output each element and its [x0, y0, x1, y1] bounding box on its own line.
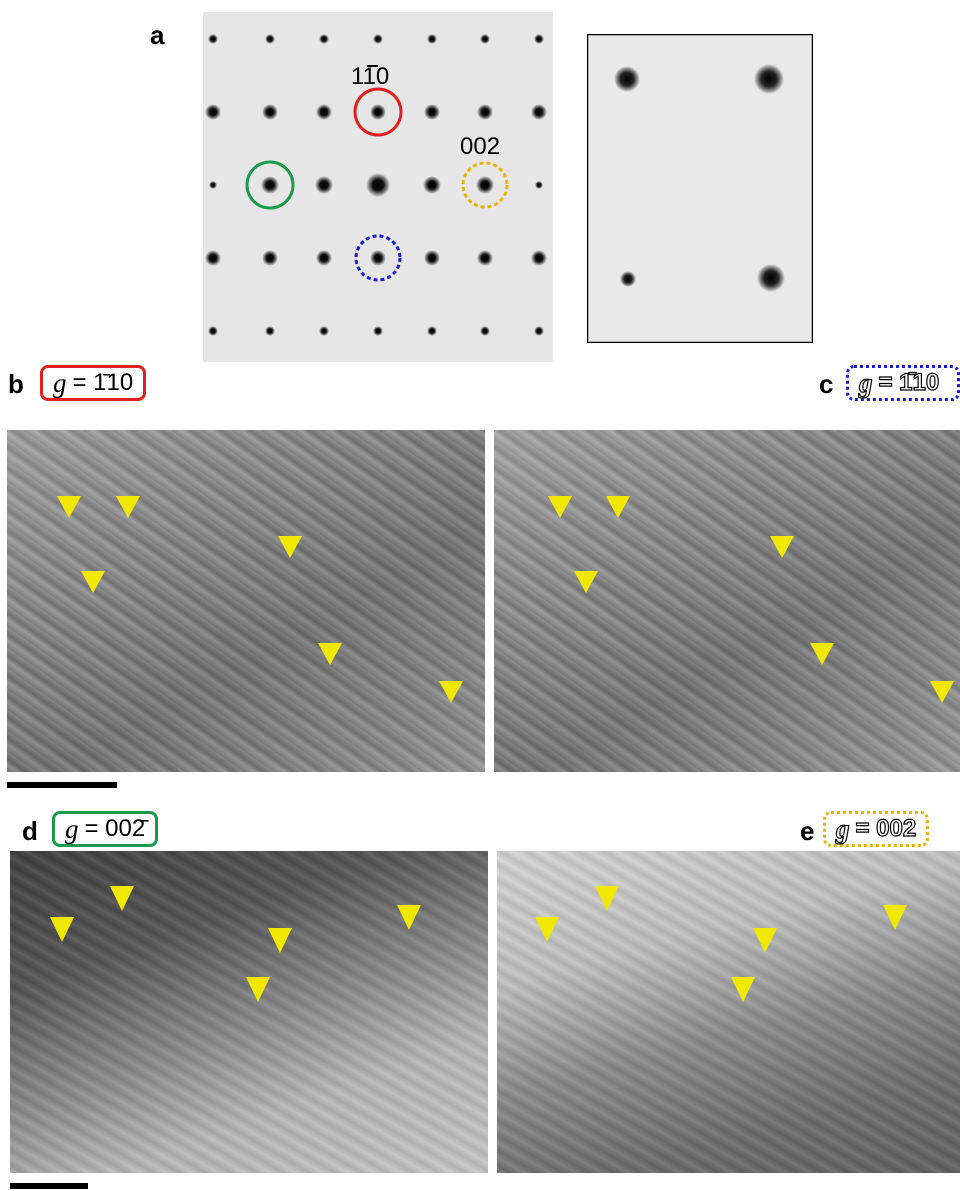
arrow-marker: [548, 496, 572, 518]
diffraction-spot: [262, 250, 278, 266]
arrow-marker: [535, 917, 559, 942]
panel-letter-a: a: [150, 22, 164, 48]
arrow-marker: [930, 681, 954, 703]
g-label-b: g = 1̄10: [40, 365, 146, 401]
panel-letter-c: c: [819, 371, 833, 397]
diffraction-spot: [319, 326, 329, 336]
diffraction-spot: [370, 250, 386, 266]
g-value: = 1̄10: [879, 369, 940, 397]
panel-letter-e: e: [800, 818, 814, 844]
panel-letter-d: d: [22, 818, 38, 844]
diffraction-spot: [373, 34, 383, 44]
g-label-d: g = 002̄: [52, 811, 158, 847]
tem-image-d: [10, 851, 488, 1173]
arrow-marker: [753, 928, 777, 953]
diffraction-spot: [535, 181, 543, 189]
tem-image-b: [7, 430, 485, 772]
diffraction-spot: [205, 250, 221, 266]
diffraction-spot: [209, 181, 217, 189]
diffraction-spot: [427, 326, 437, 336]
tem-image-e: [497, 851, 960, 1173]
arrow-marker: [574, 571, 598, 593]
diffraction-spot: [265, 326, 275, 336]
diffraction-spot: [316, 250, 332, 266]
panel-letter-b: b: [8, 371, 24, 397]
g-value: = 002: [856, 815, 917, 843]
diffraction-spot: [427, 34, 437, 44]
diffraction-spot: [534, 34, 544, 44]
diffraction-spot: [423, 176, 441, 194]
g-symbol: g: [53, 368, 67, 399]
arrow-marker: [116, 496, 140, 518]
arrow-marker: [318, 643, 342, 665]
diffraction-pattern: 110 002: [203, 12, 553, 362]
g-symbol: g: [859, 368, 873, 399]
arrow-marker: [606, 496, 630, 518]
diffraction-spot: [261, 176, 279, 194]
diffraction-spot: [370, 104, 386, 120]
arrow-marker: [770, 536, 794, 558]
arrow-marker: [50, 917, 74, 942]
diffraction-spot: [477, 250, 493, 266]
arrow-marker: [81, 571, 105, 593]
diffraction-spot: [531, 250, 547, 266]
g-label-c: g = 1̄10: [846, 365, 960, 401]
diffraction-spot: [476, 176, 494, 194]
diffraction-spot: [315, 176, 333, 194]
diffraction-spot: [480, 34, 490, 44]
spot-label-002: 002: [460, 133, 500, 160]
arrow-marker: [57, 496, 81, 518]
diffraction-spot: [208, 326, 218, 336]
spot-label-110: 110: [351, 63, 389, 90]
arrow-marker: [731, 977, 755, 1002]
arrow-marker: [278, 536, 302, 558]
g-value: = 002̄: [85, 815, 146, 843]
arrow-marker: [595, 886, 619, 911]
arrow-marker: [268, 928, 292, 953]
arrow-marker: [397, 905, 421, 930]
arrow-marker: [439, 681, 463, 703]
g-value: = 1̄10: [73, 369, 134, 397]
diffraction-spot: [262, 104, 278, 120]
diffraction-spot: [477, 104, 493, 120]
diffraction-spot: [373, 326, 383, 336]
diffraction-spot: [534, 326, 544, 336]
diffraction-spot: [480, 326, 490, 336]
g-symbol: g: [65, 814, 79, 845]
diffraction-spot: [531, 104, 547, 120]
tem-image-c: [494, 430, 960, 772]
g-symbol: g: [836, 814, 850, 845]
diffraction-spot: [265, 34, 275, 44]
diffraction-inset: [587, 34, 813, 343]
diffraction-spot: [316, 104, 332, 120]
g-label-e: g = 002: [823, 811, 929, 847]
diffraction-spot: [208, 34, 218, 44]
diffraction-spot: [366, 173, 390, 197]
scale-bar: [7, 782, 117, 788]
diffraction-spot: [319, 34, 329, 44]
diffraction-spot: [205, 104, 221, 120]
arrow-marker: [110, 886, 134, 911]
arrow-marker: [883, 905, 907, 930]
arrow-marker: [246, 977, 270, 1002]
scale-bar: [10, 1183, 88, 1189]
diffraction-spot: [424, 250, 440, 266]
arrow-marker: [810, 643, 834, 665]
diffraction-spot: [424, 104, 440, 120]
